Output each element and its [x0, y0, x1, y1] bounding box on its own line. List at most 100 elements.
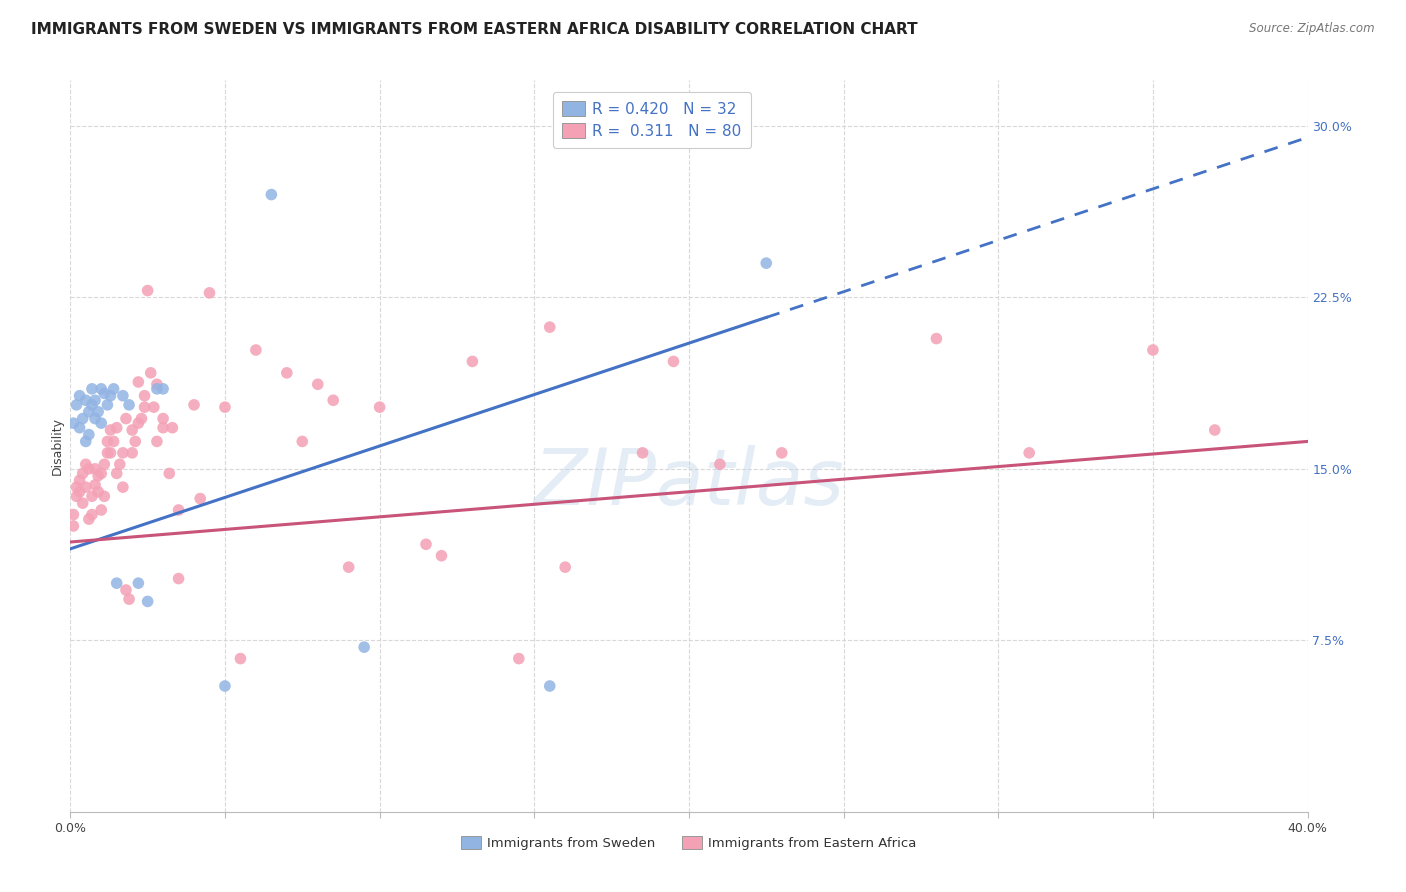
- Point: [105, 576, 128, 591]
- Point: [90, 467, 112, 481]
- Point: [662, 354, 685, 368]
- Point: [709, 458, 731, 472]
- Point: [260, 187, 283, 202]
- Point: [146, 382, 169, 396]
- Point: [152, 411, 174, 425]
- Point: [75, 434, 97, 449]
- Point: [62, 416, 84, 430]
- Point: [105, 467, 128, 481]
- Point: [100, 446, 122, 460]
- Point: [75, 458, 97, 472]
- Point: [214, 679, 236, 693]
- Point: [72, 467, 94, 481]
- Point: [93, 489, 115, 503]
- Point: [430, 549, 453, 563]
- Point: [121, 446, 143, 460]
- Point: [337, 560, 360, 574]
- Point: [136, 284, 159, 298]
- Point: [198, 285, 221, 300]
- Point: [1204, 423, 1226, 437]
- Point: [146, 434, 169, 449]
- Point: [134, 389, 156, 403]
- Point: [136, 594, 159, 608]
- Point: [121, 423, 143, 437]
- Point: [65, 480, 87, 494]
- Point: [87, 468, 110, 483]
- Point: [105, 421, 128, 435]
- Point: [90, 416, 112, 430]
- Point: [96, 434, 118, 449]
- Point: [96, 446, 118, 460]
- Point: [183, 398, 205, 412]
- Point: [111, 389, 134, 403]
- Point: [415, 537, 437, 551]
- Point: [77, 512, 100, 526]
- Point: [108, 458, 131, 472]
- Point: [157, 467, 180, 481]
- Point: [118, 398, 141, 412]
- Point: [127, 576, 149, 591]
- Point: [538, 320, 561, 334]
- Point: [139, 366, 162, 380]
- Point: [134, 400, 156, 414]
- Point: [127, 375, 149, 389]
- Point: [322, 393, 344, 408]
- Y-axis label: Disability: Disability: [51, 417, 63, 475]
- Point: [353, 640, 375, 655]
- Point: [75, 480, 97, 494]
- Point: [276, 366, 298, 380]
- Point: [111, 446, 134, 460]
- Point: [307, 377, 329, 392]
- Point: [103, 434, 125, 449]
- Point: [69, 389, 91, 403]
- Point: [69, 473, 91, 487]
- Point: [291, 434, 314, 449]
- Point: [152, 421, 174, 435]
- Point: [75, 393, 97, 408]
- Text: Source: ZipAtlas.com: Source: ZipAtlas.com: [1250, 22, 1375, 36]
- Point: [229, 651, 252, 665]
- Point: [118, 592, 141, 607]
- Point: [72, 496, 94, 510]
- Point: [146, 377, 169, 392]
- Point: [65, 489, 87, 503]
- Point: [69, 484, 91, 499]
- Point: [77, 462, 100, 476]
- Point: [65, 398, 87, 412]
- Point: [1142, 343, 1164, 357]
- Point: [80, 508, 103, 522]
- Point: [111, 480, 134, 494]
- Point: [103, 382, 125, 396]
- Point: [368, 400, 391, 414]
- Point: [80, 489, 103, 503]
- Point: [62, 519, 84, 533]
- Point: [90, 382, 112, 396]
- Point: [84, 462, 107, 476]
- Point: [770, 446, 793, 460]
- Point: [90, 503, 112, 517]
- Point: [87, 405, 110, 419]
- Point: [80, 382, 103, 396]
- Point: [167, 572, 190, 586]
- Legend: Immigrants from Sweden, Immigrants from Eastern Africa: Immigrants from Sweden, Immigrants from …: [454, 829, 924, 856]
- Point: [142, 400, 165, 414]
- Point: [115, 582, 138, 597]
- Point: [100, 389, 122, 403]
- Point: [100, 423, 122, 437]
- Point: [69, 421, 91, 435]
- Point: [508, 651, 530, 665]
- Point: [152, 382, 174, 396]
- Point: [245, 343, 267, 357]
- Text: IMMIGRANTS FROM SWEDEN VS IMMIGRANTS FROM EASTERN AFRICA DISABILITY CORRELATION : IMMIGRANTS FROM SWEDEN VS IMMIGRANTS FRO…: [31, 22, 918, 37]
- Point: [461, 354, 484, 368]
- Point: [538, 679, 561, 693]
- Point: [131, 411, 153, 425]
- Point: [124, 434, 146, 449]
- Point: [925, 332, 948, 346]
- Point: [162, 421, 184, 435]
- Text: ZIPatlas: ZIPatlas: [533, 444, 845, 521]
- Point: [80, 398, 103, 412]
- Point: [96, 398, 118, 412]
- Point: [631, 446, 654, 460]
- Point: [77, 405, 100, 419]
